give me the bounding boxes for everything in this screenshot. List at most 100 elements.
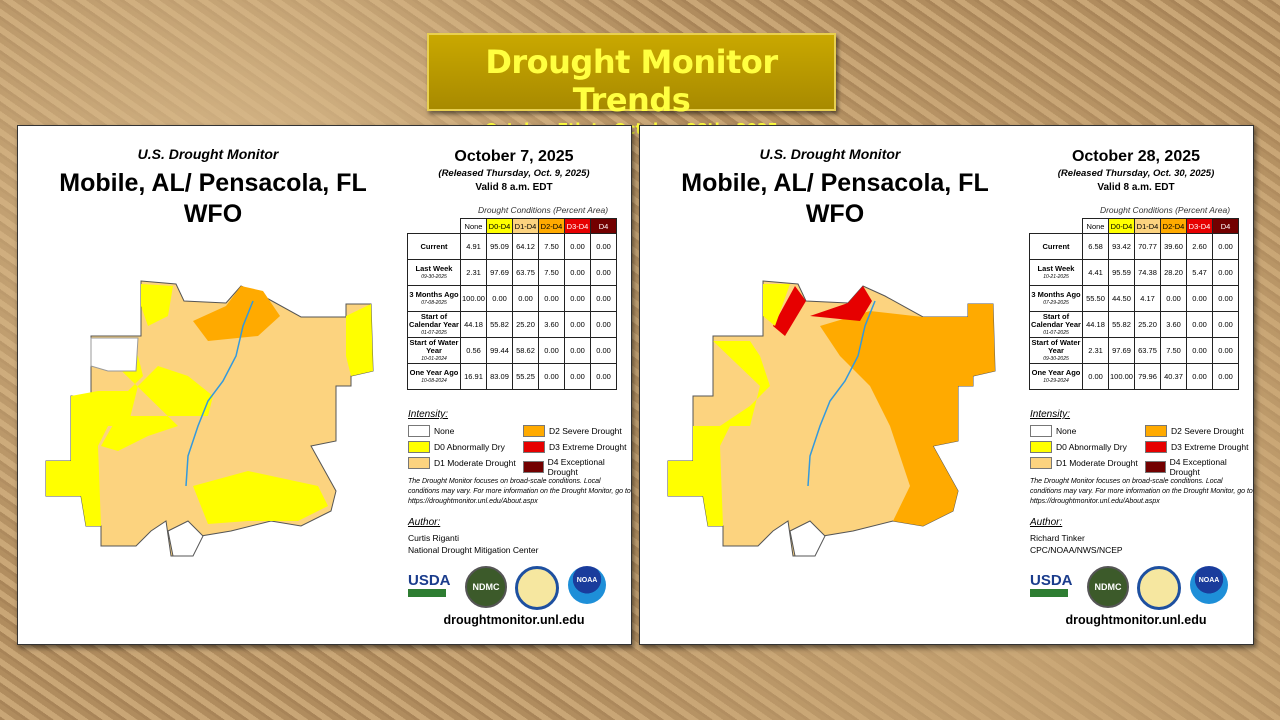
legend-label: D1 Moderate Drought xyxy=(434,458,516,468)
corner-cell xyxy=(407,218,461,234)
table-cell: 44.18 xyxy=(1082,311,1109,338)
table-row: Current 4.91 95.09 64.12 7.50 0.00 0.00 xyxy=(407,233,617,260)
legend-item: D3 Extreme Drought xyxy=(1145,441,1248,453)
table-cell: 64.12 xyxy=(512,233,539,260)
table-cell: 100.00 xyxy=(460,285,487,312)
table-row: One Year Ago 10-29-2024 0.00 100.00 79.96 40.… xyxy=(1029,363,1239,390)
author-org: National Drought Mitigation Center xyxy=(408,545,539,555)
table-cell: 55.50 xyxy=(1082,285,1109,312)
table-cell: 0.00 xyxy=(1212,259,1239,286)
d0-area-east xyxy=(346,304,373,376)
legend-label: D4 Exceptional Drought xyxy=(1169,457,1227,477)
row-label: Last Week 10-21-2025 xyxy=(1029,259,1083,286)
row-label: Start of Water Year 10-01-2024 xyxy=(407,337,461,364)
col-header: D3-D4 xyxy=(1186,218,1213,234)
legend-label: D3 Extreme Drought xyxy=(549,442,627,452)
table-cell: 25.20 xyxy=(1134,311,1161,338)
row-date: 01-07-2025 xyxy=(421,329,447,336)
table-cell: 0.00 xyxy=(1212,363,1239,390)
legend-swatch xyxy=(523,461,544,473)
legend-label: None xyxy=(1056,426,1077,436)
d0-area-north xyxy=(763,284,790,326)
map-date: October 28, 2025 xyxy=(1071,148,1201,165)
table-cell: 16.91 xyxy=(460,363,487,390)
table-cell: 0.00 xyxy=(1212,233,1239,260)
row-date: 10-21-2025 xyxy=(1043,273,1069,280)
river-line xyxy=(185,300,254,487)
legend-item: D0 Abnormally Dry xyxy=(1030,441,1127,453)
col-header: D4 xyxy=(1212,218,1239,234)
col-header: D0-D4 xyxy=(1108,218,1135,234)
row-date: 10-01-2024 xyxy=(421,355,447,362)
author-title: Author: xyxy=(1030,517,1063,528)
table-cell: 4.91 xyxy=(460,233,487,260)
legend-swatch xyxy=(523,441,545,453)
table-cell: 7.50 xyxy=(538,233,565,260)
legend-title: Intensity: xyxy=(1030,409,1071,420)
row-label: 3 Months Ago 07-08-2025 xyxy=(407,285,461,312)
region-title: Mobile, AL/ Pensacola, FL WFO xyxy=(59,169,367,228)
row-label-text: One Year Ago xyxy=(409,367,459,377)
title-banner: Drought Monitor Trends October 7th to Oc… xyxy=(427,33,836,138)
table-row: Start of Water Year 09-30-2025 2.31 97.69 63… xyxy=(1029,337,1239,364)
legend-label: None xyxy=(434,426,455,436)
table-cell: 0.00 xyxy=(538,363,565,390)
table-cell: 0.00 xyxy=(1212,311,1239,338)
usda-logo: USDA xyxy=(1030,572,1073,597)
d2-area xyxy=(193,286,280,341)
col-header: D0-D4 xyxy=(486,218,513,234)
col-header: None xyxy=(460,218,487,234)
col-header: None xyxy=(1082,218,1109,234)
legend-label: D2 Severe Drought xyxy=(1171,426,1244,436)
author-name: Richard Tinker xyxy=(1030,533,1085,543)
table-row: Last Week 10-21-2025 4.41 95.59 74.38 28.20 5.… xyxy=(1029,259,1239,286)
website-url[interactable]: droughtmonitor.unl.edu xyxy=(1065,613,1207,627)
legend-label: D0 Abnormally Dry xyxy=(434,442,505,452)
table-cell: 0.00 xyxy=(538,285,565,312)
table-cell: 0.00 xyxy=(1186,363,1213,390)
d3-area-north xyxy=(810,286,872,321)
table-cell: 0.00 xyxy=(590,233,617,260)
col-header: D2-D4 xyxy=(1160,218,1187,234)
website-url[interactable]: droughtmonitor.unl.edu xyxy=(443,613,585,627)
legend-item: None xyxy=(408,425,454,437)
table-cell: 0.00 xyxy=(1082,363,1109,390)
table-cell: 2.31 xyxy=(1082,337,1109,364)
row-label-text: 3 Months Ago xyxy=(409,289,459,299)
table-cell: 39.60 xyxy=(1160,233,1187,260)
table-cell: 4.41 xyxy=(1082,259,1109,286)
table-cell: 79.96 xyxy=(1134,363,1161,390)
legend-label: D3 Extreme Drought xyxy=(1171,442,1249,452)
map-heading: U.S. Drought Monitor xyxy=(137,146,279,162)
row-label-text: Start of Water Year xyxy=(1031,337,1081,355)
row-label-text: Last Week xyxy=(1037,263,1075,273)
river-line xyxy=(807,300,876,487)
table-cell: 0.56 xyxy=(460,337,487,364)
table-cell: 0.00 xyxy=(564,233,591,260)
col-header: D3-D4 xyxy=(564,218,591,234)
table-row: One Year Ago 10-08-2024 16.91 83.09 55.25 0.0… xyxy=(407,363,617,390)
d0-area-south xyxy=(193,471,328,524)
none-area xyxy=(90,337,139,372)
table-cell: 97.69 xyxy=(486,259,513,286)
table-cell: 0.00 xyxy=(564,311,591,338)
table-cell: 0.00 xyxy=(512,285,539,312)
legend-swatch xyxy=(1145,461,1166,473)
table-cell: 95.59 xyxy=(1108,259,1135,286)
table-row: Last Week 09-30-2025 2.31 97.69 63.75 7.50 0.0… xyxy=(407,259,617,286)
region-title: Mobile, AL/ Pensacola, FL WFO xyxy=(681,169,989,228)
table-row: Start of Calendar Year 01-07-2025 44.18 55.… xyxy=(1029,311,1239,338)
col-header: D4 xyxy=(590,218,617,234)
table-cell: 3.60 xyxy=(1160,311,1187,338)
table-cell: 3.60 xyxy=(538,311,565,338)
legend-item: D1 Moderate Drought xyxy=(408,457,516,469)
table-cell: 7.50 xyxy=(1160,337,1187,364)
row-label-text: Current xyxy=(420,241,448,251)
legend-swatch xyxy=(408,441,430,453)
table-cell: 40.37 xyxy=(1160,363,1187,390)
bay xyxy=(167,520,204,557)
legend-item: D3 Extreme Drought xyxy=(523,441,626,453)
commerce-seal-icon xyxy=(515,566,559,610)
legend-item: D2 Severe Drought xyxy=(1145,425,1244,437)
release-date: (Released Thursday, Oct. 9, 2025) xyxy=(438,168,590,179)
